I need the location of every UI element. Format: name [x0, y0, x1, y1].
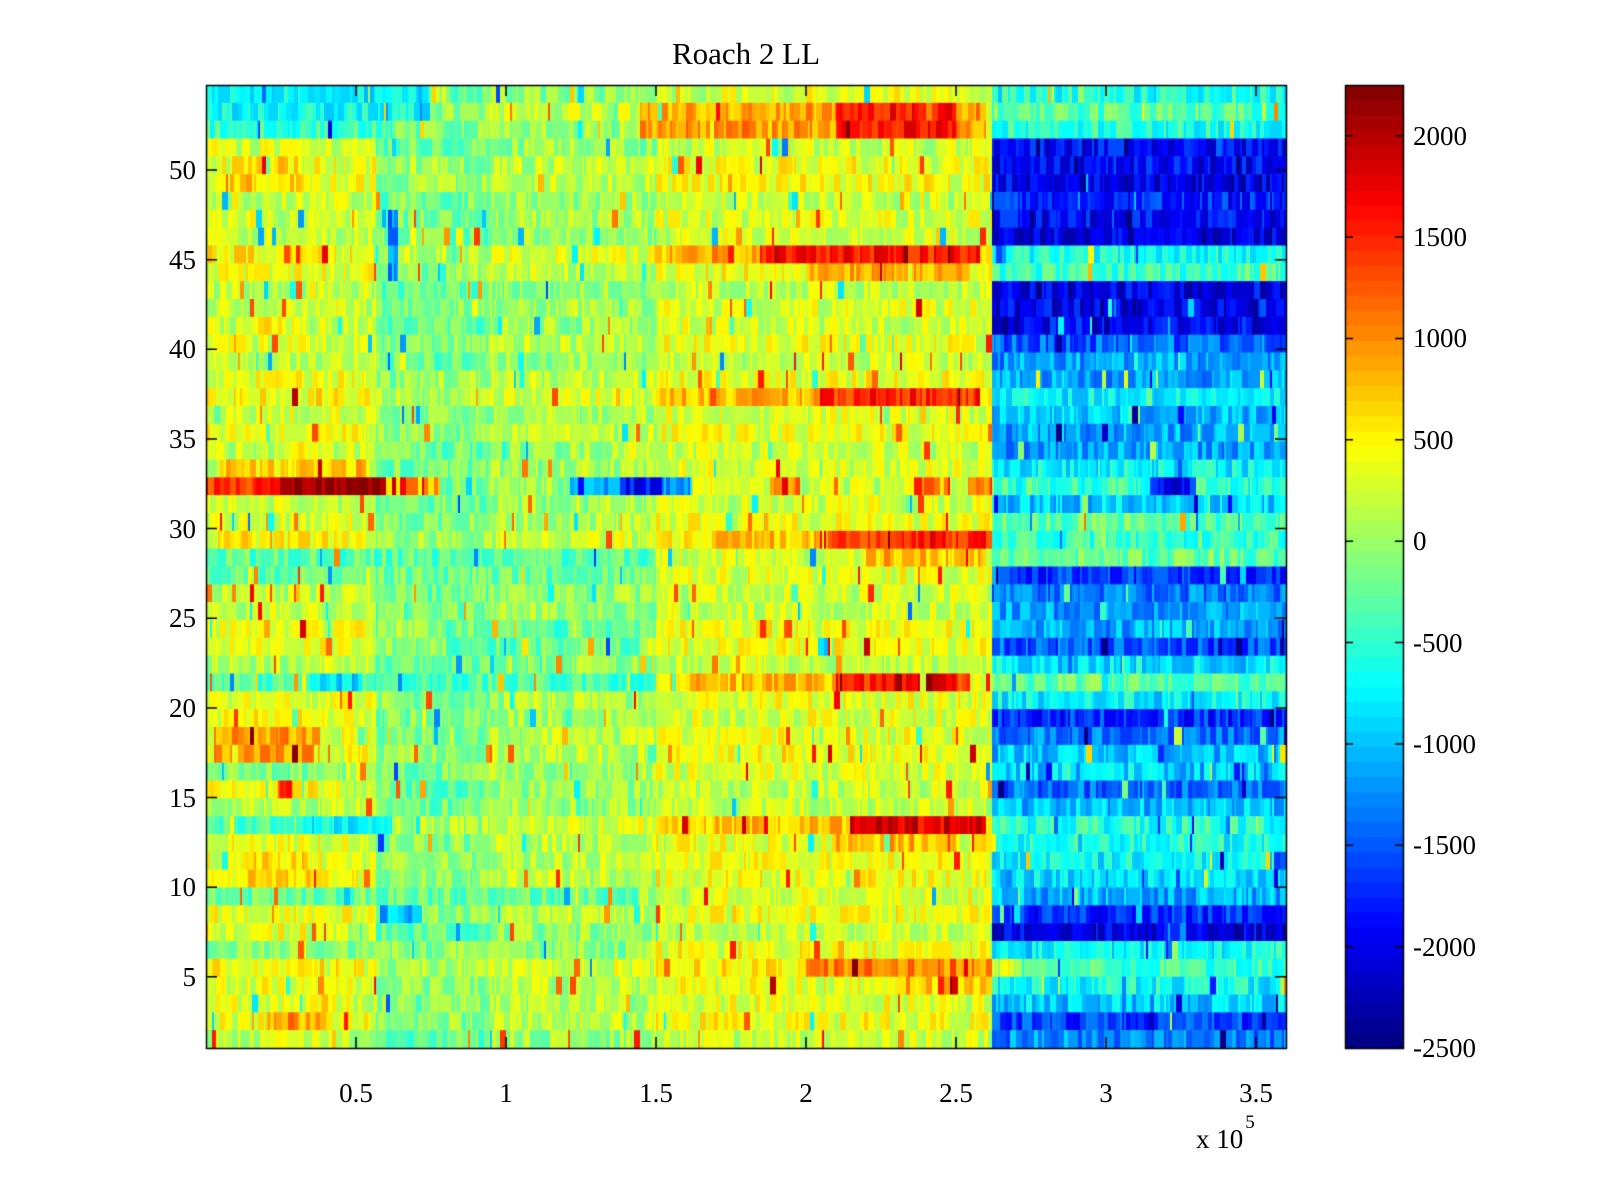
x-tick-label: 0.5: [339, 1078, 373, 1108]
y-tick-label: 35: [169, 423, 196, 454]
colorbar-tick-label: 500: [1413, 424, 1454, 455]
colorbar-tick-label: 2000: [1413, 120, 1467, 151]
y-tick-label: 5: [182, 961, 197, 992]
x-tick-label: 1: [499, 1078, 513, 1108]
x-axis-scale-label: x 105: [1196, 1112, 1255, 1155]
y-tick-label: 15: [169, 782, 196, 813]
chart-title: Roach 2 LL: [671, 36, 821, 71]
colorbar-tick-label: -500: [1413, 627, 1463, 658]
colorbar-tick-label: 0: [1413, 526, 1427, 557]
x-tick-label: 3.5: [1239, 1078, 1273, 1108]
y-tick-label: 30: [169, 513, 196, 544]
colorbar-tick-label: -2500: [1413, 1033, 1476, 1063]
x-tick-label: 2: [799, 1078, 813, 1108]
colorbar-tick-label: 1000: [1413, 323, 1467, 354]
y-tick-label: 25: [169, 603, 196, 634]
colorbar-tick-label: 1500: [1413, 222, 1467, 253]
y-tick-label: 40: [169, 334, 196, 365]
colorbar-tick-label: -1000: [1413, 728, 1476, 759]
y-tick-label: 10: [169, 872, 196, 903]
x-tick-label: 3: [1099, 1078, 1113, 1108]
colorbar-tick-label: -2000: [1413, 931, 1476, 962]
y-tick-label: 20: [169, 692, 196, 723]
x-scale-exponent: 5: [1245, 1112, 1255, 1133]
colorbar-tick-label: -1500: [1413, 830, 1476, 861]
y-tick-label: 45: [169, 244, 196, 275]
x-scale-mantissa: x 10: [1196, 1124, 1244, 1154]
x-tick-label: 2.5: [939, 1078, 973, 1108]
y-tick-label: 50: [169, 155, 196, 185]
x-tick-label: 1.5: [639, 1078, 673, 1108]
